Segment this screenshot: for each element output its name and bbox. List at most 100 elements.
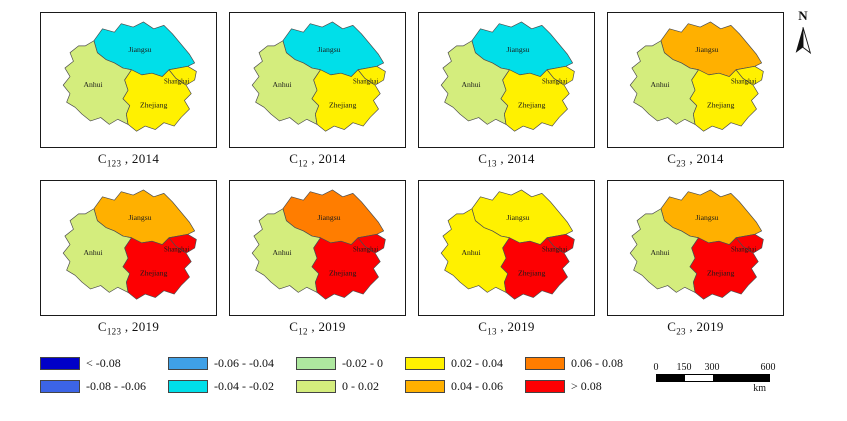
choropleth-map [251, 189, 386, 300]
scale-tick: 0 [653, 362, 659, 373]
north-arrow-icon [795, 27, 812, 55]
caption-subscript: 23 [676, 158, 686, 169]
panel-c12-2019: C12 , 2019 [229, 180, 406, 337]
scale-bar-segments [656, 374, 770, 382]
caption-year: , 2014 [685, 151, 724, 166]
caption-symbol: C [478, 151, 488, 166]
scale-tick: 300 [704, 362, 720, 373]
map-frame [607, 12, 784, 148]
caption-symbol: C [289, 151, 299, 166]
map-frame [229, 180, 406, 316]
legend-item: -0.08 - -0.06 [40, 379, 146, 394]
legend-item: < -0.08 [40, 356, 146, 371]
caption-year: , 2014 [307, 151, 346, 166]
caption-year: , 2019 [307, 319, 346, 334]
legend-item: 0.06 - 0.08 [525, 356, 623, 371]
legend-swatch [405, 357, 445, 370]
legend-label: -0.04 - -0.02 [214, 379, 274, 393]
caption-symbol: C [289, 319, 299, 334]
panel-caption: C123 , 2014 [40, 151, 217, 169]
map-frame [607, 180, 784, 316]
legend-swatch [168, 357, 208, 370]
panel-caption: C23 , 2019 [607, 319, 784, 337]
map-panel-grid: C123 , 2014 C12 , 2014 C13 , 2014 [40, 12, 784, 337]
caption-symbol: C [667, 319, 677, 334]
scale-segment [685, 375, 713, 381]
caption-symbol: C [667, 151, 677, 166]
north-arrow: N [790, 8, 816, 58]
panel-c13-2019: C13 , 2019 [418, 180, 595, 337]
caption-year: , 2014 [121, 151, 160, 166]
legend-label: 0.02 - 0.04 [451, 356, 503, 370]
legend-label: 0.04 - 0.06 [451, 379, 503, 393]
caption-subscript: 123 [106, 158, 122, 169]
caption-subscript: 13 [487, 326, 497, 337]
panel-caption: C13 , 2014 [418, 151, 595, 169]
panel-caption: C13 , 2019 [418, 319, 595, 337]
caption-year: , 2019 [496, 319, 535, 334]
choropleth-map [62, 21, 197, 132]
legend-label: 0.06 - 0.08 [571, 356, 623, 370]
caption-symbol: C [97, 319, 107, 334]
scale-bar-ticks: 0 150 300 600 [653, 362, 776, 374]
legend-item: -0.02 - 0 [296, 356, 383, 371]
caption-subscript: 12 [298, 326, 308, 337]
caption-year: , 2019 [121, 319, 160, 334]
panel-caption: C12 , 2019 [229, 319, 406, 337]
legend-label: < -0.08 [86, 356, 121, 370]
scale-segment [713, 375, 769, 381]
panel-caption: C23 , 2014 [607, 151, 784, 169]
north-label: N [798, 8, 808, 23]
panel-c23-2019: C23 , 2019 [607, 180, 784, 337]
legend-swatch [40, 357, 80, 370]
panel-c12-2014: C12 , 2014 [229, 12, 406, 169]
scale-tick: 600 [760, 362, 776, 373]
legend-label: -0.06 - -0.04 [214, 356, 274, 370]
map-frame [40, 12, 217, 148]
map-frame [418, 12, 595, 148]
legend-item: 0.02 - 0.04 [405, 356, 503, 371]
panel-c123-2014: C123 , 2014 [40, 12, 217, 169]
legend-swatch [525, 380, 565, 393]
caption-symbol: C [478, 319, 488, 334]
legend-swatch [40, 380, 80, 393]
legend-swatch [405, 380, 445, 393]
legend-column: 0.06 - 0.08 > 0.08 [525, 356, 623, 394]
legend-swatch [296, 380, 336, 393]
choropleth-map [440, 189, 575, 300]
caption-year: , 2019 [685, 319, 724, 334]
scale-bar: 0 150 300 600 km [653, 362, 776, 394]
legend-label: > 0.08 [571, 379, 602, 393]
legend-column: 0.02 - 0.04 0.04 - 0.06 [405, 356, 503, 394]
caption-subscript: 12 [298, 158, 308, 169]
scale-tick: 150 [676, 362, 692, 373]
legend-column: < -0.08 -0.08 - -0.06 [40, 356, 146, 394]
legend-item: 0 - 0.02 [296, 379, 383, 394]
legend-swatch [296, 357, 336, 370]
map-frame [229, 12, 406, 148]
caption-year: , 2014 [496, 151, 535, 166]
legend: < -0.08 -0.08 - -0.06 -0.06 - -0.04 -0.0… [40, 356, 623, 394]
panel-c123-2019: C123 , 2019 [40, 180, 217, 337]
caption-subscript: 23 [676, 326, 686, 337]
map-frame [40, 180, 217, 316]
legend-label: -0.08 - -0.06 [86, 379, 146, 393]
panel-caption: C123 , 2019 [40, 319, 217, 337]
legend-item: -0.06 - -0.04 [168, 356, 274, 371]
choropleth-map [251, 21, 386, 132]
panel-c13-2014: C13 , 2014 [418, 12, 595, 169]
choropleth-map [629, 189, 764, 300]
panel-caption: C12 , 2014 [229, 151, 406, 169]
scale-segment [657, 375, 685, 381]
map-frame [418, 180, 595, 316]
legend-item: 0.04 - 0.06 [405, 379, 503, 394]
choropleth-map [62, 189, 197, 300]
caption-subscript: 13 [487, 158, 497, 169]
legend-label: -0.02 - 0 [342, 356, 383, 370]
legend-swatch [525, 357, 565, 370]
choropleth-map [440, 21, 575, 132]
legend-swatch [168, 380, 208, 393]
caption-symbol: C [97, 151, 107, 166]
scale-unit: km [753, 383, 766, 394]
caption-subscript: 123 [106, 326, 122, 337]
